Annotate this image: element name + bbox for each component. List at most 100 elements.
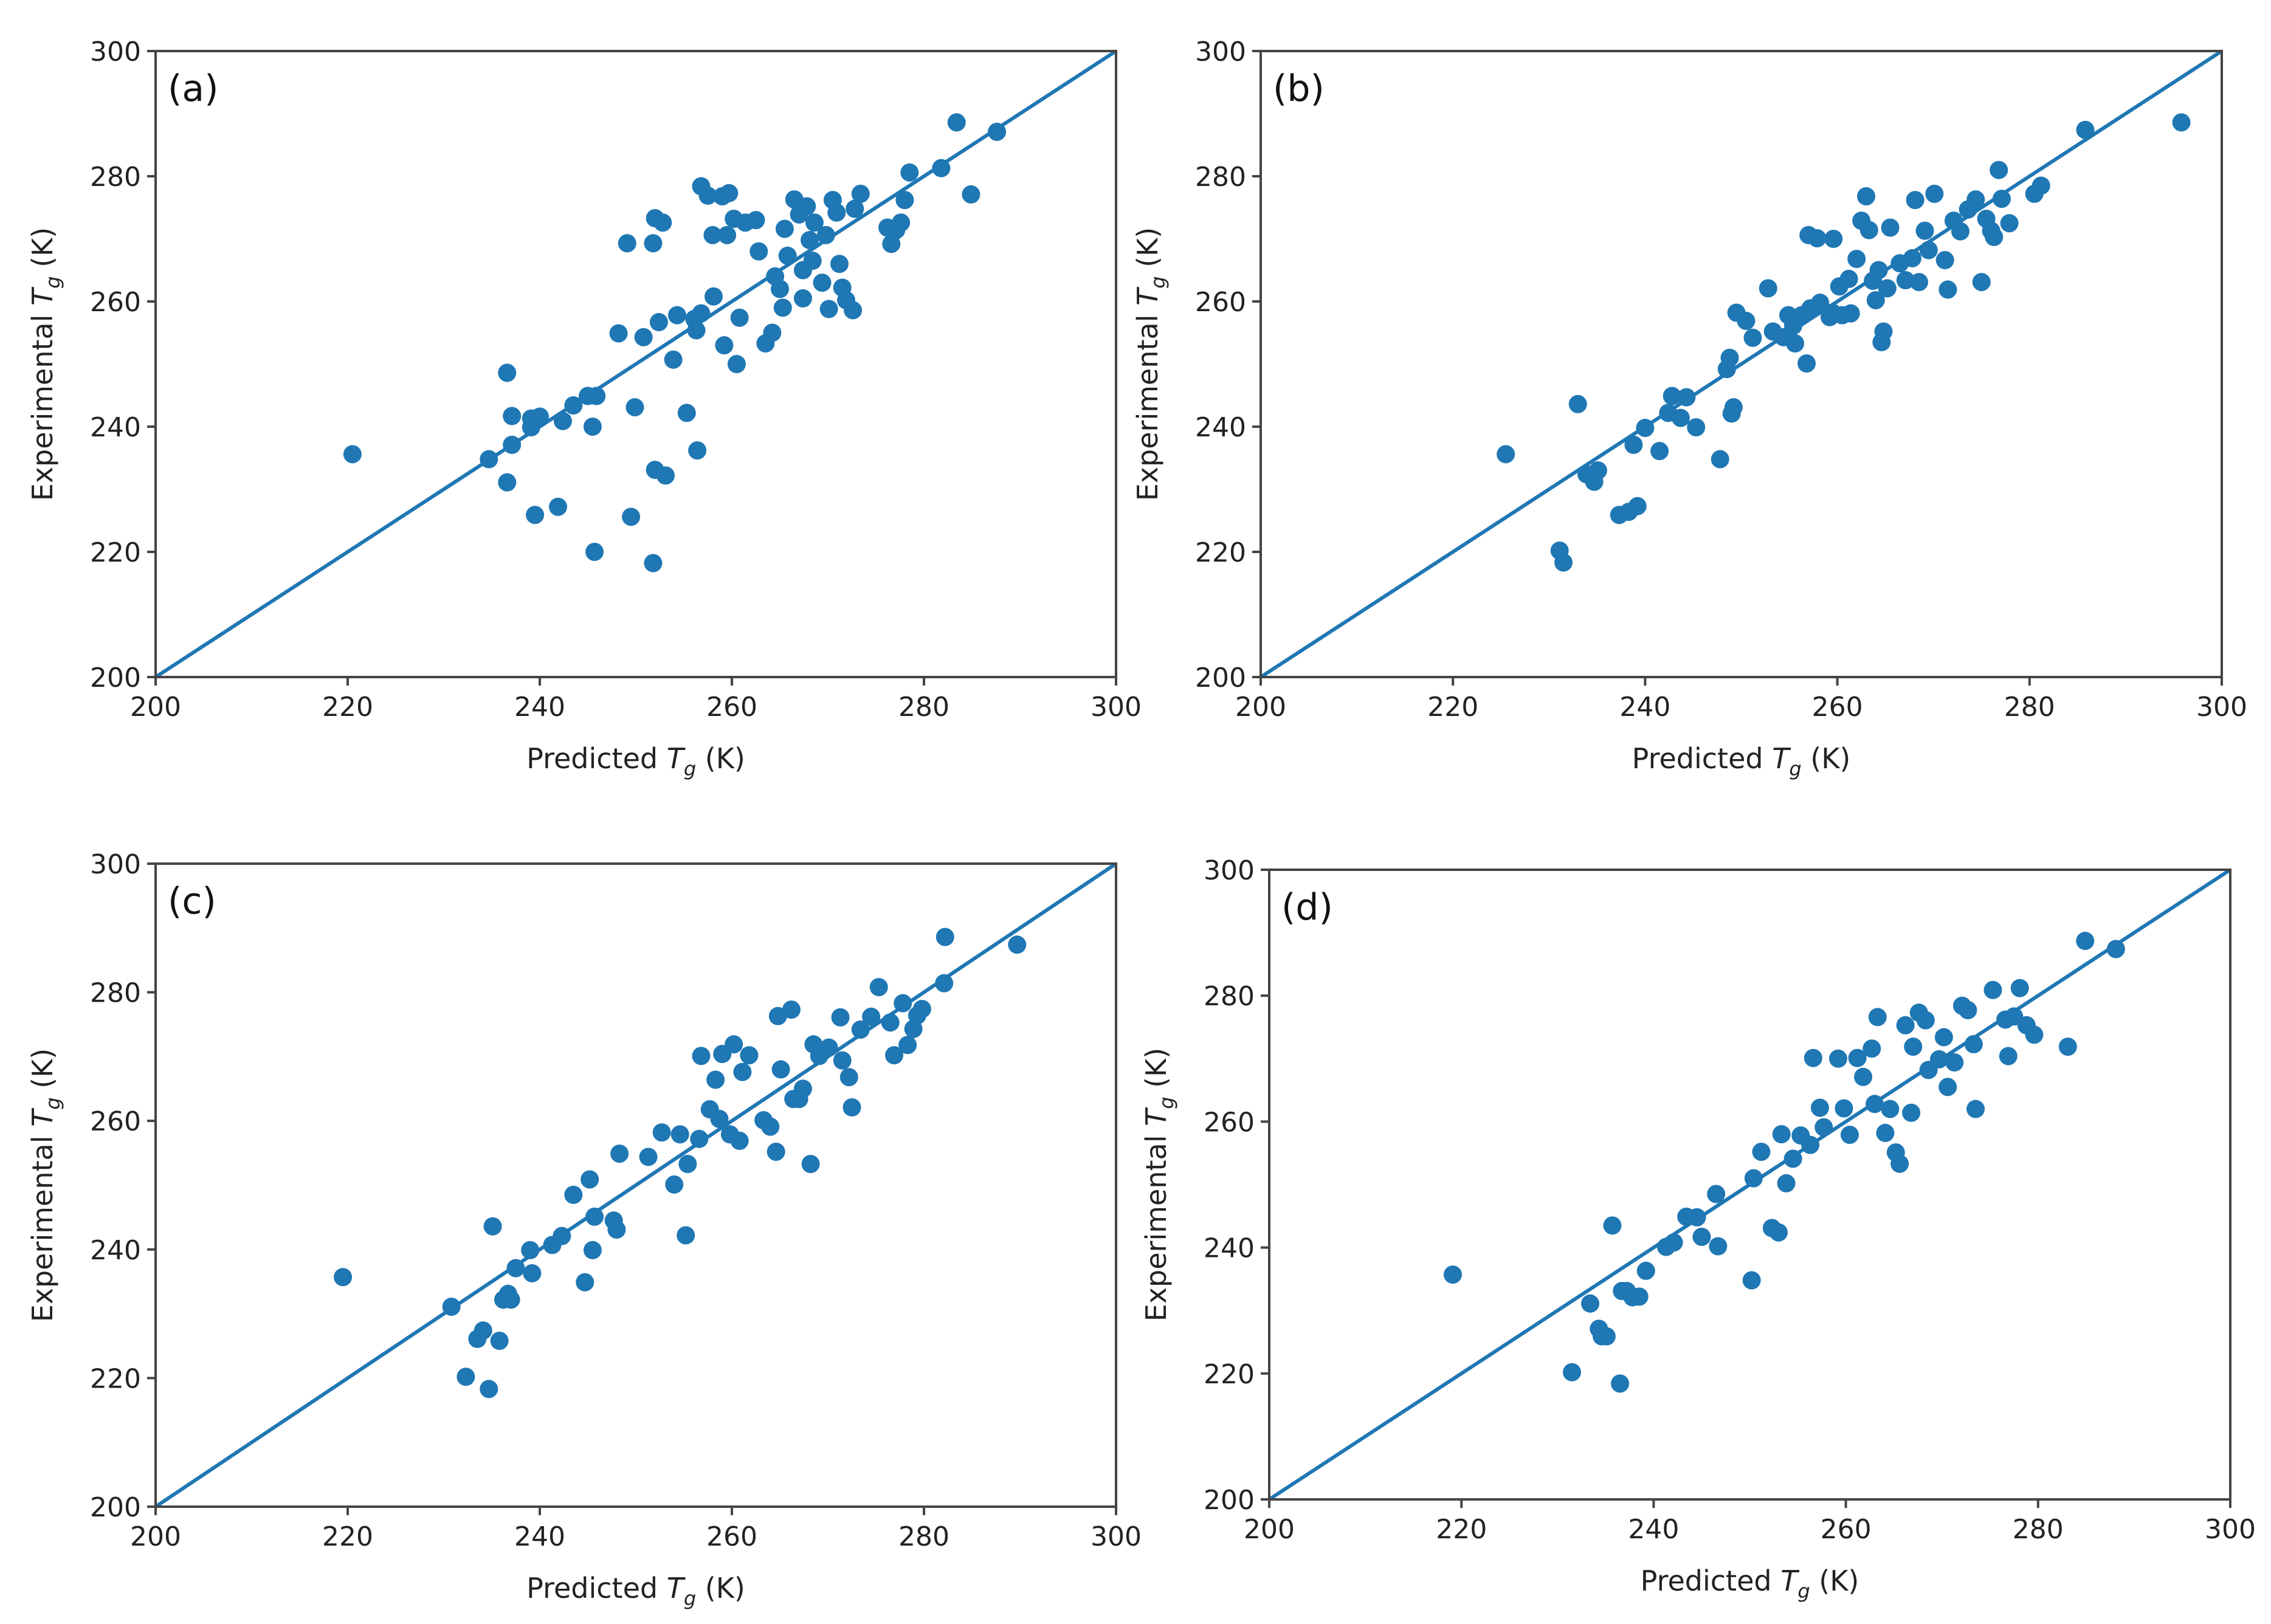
y-tick-label: 260 [90, 1106, 141, 1137]
x-tick-label: 300 [1091, 1521, 1142, 1552]
data-point [2076, 120, 2095, 139]
y-tick-label: 260 [1204, 1107, 1255, 1138]
data-point [1966, 190, 1985, 209]
data-point [1663, 387, 1681, 405]
data-point [531, 407, 549, 426]
panel-label: (c) [168, 880, 216, 923]
data-point [1724, 398, 1743, 417]
data-point [664, 350, 683, 369]
data-point [521, 1240, 540, 1259]
y-tick-label: 240 [90, 1235, 141, 1266]
y-axis-label: Experimental Tg (K) [26, 1048, 64, 1322]
data-point [733, 1062, 752, 1081]
data-point [1720, 348, 1739, 367]
data-point [587, 387, 606, 405]
data-point [1966, 1099, 1985, 1118]
data-point [1863, 1039, 1881, 1058]
x-tick-label: 220 [1436, 1514, 1487, 1545]
data-point [962, 185, 980, 204]
data-point [1687, 1208, 1706, 1227]
data-point [498, 473, 517, 492]
data-point [1985, 227, 2004, 246]
data-point [1808, 229, 1827, 247]
x-tick-label: 260 [706, 692, 757, 723]
data-point [1902, 1103, 1921, 1122]
data-point [839, 1068, 858, 1087]
data-point [1707, 1185, 1726, 1203]
data-point [1554, 553, 1573, 572]
data-point [480, 450, 498, 469]
x-tick-label: 240 [514, 692, 565, 723]
data-point [1938, 1078, 1957, 1096]
y-tick-label: 200 [1204, 1485, 1255, 1516]
data-point [688, 441, 707, 460]
data-point [843, 1098, 861, 1116]
data-point [778, 246, 797, 265]
data-point [1769, 1223, 1788, 1242]
data-point [652, 1123, 671, 1142]
data-point [1786, 334, 1805, 353]
data-point [2000, 214, 2019, 233]
data-point [625, 398, 644, 417]
data-point [892, 213, 911, 232]
data-point [1777, 1174, 1796, 1192]
data-point [564, 396, 583, 415]
y-tick-label: 280 [90, 162, 141, 193]
data-point [1839, 269, 1858, 288]
data-point [1915, 221, 1934, 240]
data-point [553, 1227, 571, 1245]
data-point [1896, 1016, 1915, 1034]
data-point [474, 1321, 492, 1340]
data-point [1881, 1099, 1900, 1118]
data-point [523, 1264, 542, 1282]
data-point [1783, 1149, 1802, 1168]
data-point [1611, 1374, 1630, 1393]
data-point [706, 1070, 725, 1089]
x-tick-label: 300 [1091, 692, 1142, 723]
x-tick-label: 240 [1628, 1514, 1679, 1545]
data-point [1744, 1169, 1763, 1188]
data-point [1624, 435, 1643, 454]
x-tick-label: 200 [1235, 692, 1286, 723]
data-point [585, 543, 604, 561]
data-point [805, 213, 824, 232]
data-point [746, 211, 765, 230]
data-point [1874, 322, 1893, 341]
x-axis-label: Predicted Tg (K) [526, 1572, 745, 1610]
y-axis-label: Experimental Tg (K) [1131, 227, 1170, 501]
data-point [1896, 270, 1915, 289]
y-tick-label: 260 [1195, 287, 1246, 318]
data-point [1983, 980, 2002, 999]
data-point [442, 1297, 461, 1316]
data-point [677, 404, 696, 422]
data-point [793, 289, 812, 308]
data-point [457, 1368, 475, 1386]
data-point [1881, 218, 1900, 237]
x-tick-label: 280 [2013, 1514, 2064, 1545]
data-point [564, 1185, 583, 1204]
data-point [1859, 221, 1878, 239]
identity-line [154, 862, 1117, 1509]
data-point [710, 1110, 729, 1129]
data-point [609, 324, 628, 343]
data-point [2058, 1037, 2077, 1056]
data-point [2010, 979, 2029, 997]
data-point [1824, 230, 1843, 248]
data-point [898, 1036, 917, 1055]
data-point [1677, 388, 1696, 407]
data-point [1810, 1098, 1829, 1117]
data-point [1443, 1265, 1462, 1284]
data-point [1650, 442, 1669, 461]
data-point [1876, 1124, 1895, 1143]
scatter-panel-a: 200 220 240 260 280 300 200 220 240 260 280 300 (a) P… [26, 36, 1142, 780]
data-point [687, 321, 706, 340]
data-point [1636, 1261, 1655, 1280]
y-axis-label: Experimental Tg (K) [26, 227, 64, 501]
data-point [827, 203, 846, 222]
data-point [895, 191, 914, 210]
data-point [1909, 273, 1928, 292]
data-point [501, 1290, 520, 1309]
y-tick-label: 300 [1195, 36, 1246, 67]
axes-frame [154, 50, 1117, 678]
data-point [767, 1142, 785, 1161]
